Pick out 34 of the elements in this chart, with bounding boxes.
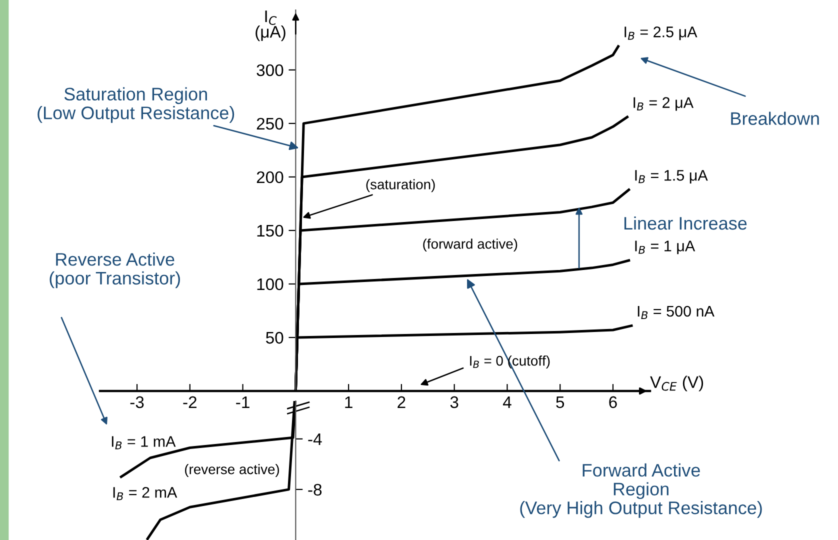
x-tick-label: 3 (450, 396, 458, 408)
x-tick-label: 4 (502, 396, 512, 408)
annotation: (saturation) (366, 179, 435, 192)
series-label: I$_{B}$ = 2.5 μA (624, 26, 698, 40)
y-tick-label: 200 (256, 171, 284, 184)
series-label: I$_{B}$ = 1 μA (635, 240, 696, 254)
series-label: I$_{B}$ = 1 mA (112, 436, 176, 450)
y-tick-label: 300 (256, 64, 284, 76)
x-tick-label: 2 (398, 396, 406, 408)
y-tick-label: 100 (257, 278, 284, 290)
series-label: I$_{B}$ = 500 nA (638, 306, 714, 320)
y-tick-label: 50 (266, 332, 284, 344)
annotation: Linear Increase (624, 216, 747, 230)
series-label: I$_{B}$ = 2 mA (113, 486, 178, 500)
x-tick-label: 5 (556, 396, 564, 408)
annotation: Forward Active Region (Very High Output Resistance) (520, 463, 762, 518)
series-label: I$_{B}$ = 2 μA (634, 97, 694, 111)
series-label: I$_{B}$ = 1.5 μA (635, 170, 708, 184)
y-tick-label: -4 (308, 433, 322, 445)
annotation: (reverse active) (185, 464, 279, 477)
y-tick-label: -8 (308, 484, 322, 496)
x-tick-label: 1 (345, 396, 352, 408)
annotation: Saturation Region (Low Output Resistance) (38, 87, 234, 123)
x-tick-label: 6 (609, 396, 617, 408)
text: Breakdown (731, 112, 819, 125)
x-axis-title: V$_{CE}$ (V) (650, 376, 704, 392)
annotation: (forward active) (423, 238, 518, 252)
y-tick-label: 250 (256, 118, 284, 130)
x-tick-label: -1 (236, 396, 250, 408)
y-axis-title: I$_{C}$ (μA) (256, 10, 286, 42)
annotation: Reverse Active (poor Transistor) (50, 252, 180, 288)
x-tick-label: -3 (130, 396, 144, 408)
y-tick-label: 150 (257, 224, 284, 237)
x-tick-label: -2 (183, 396, 196, 408)
